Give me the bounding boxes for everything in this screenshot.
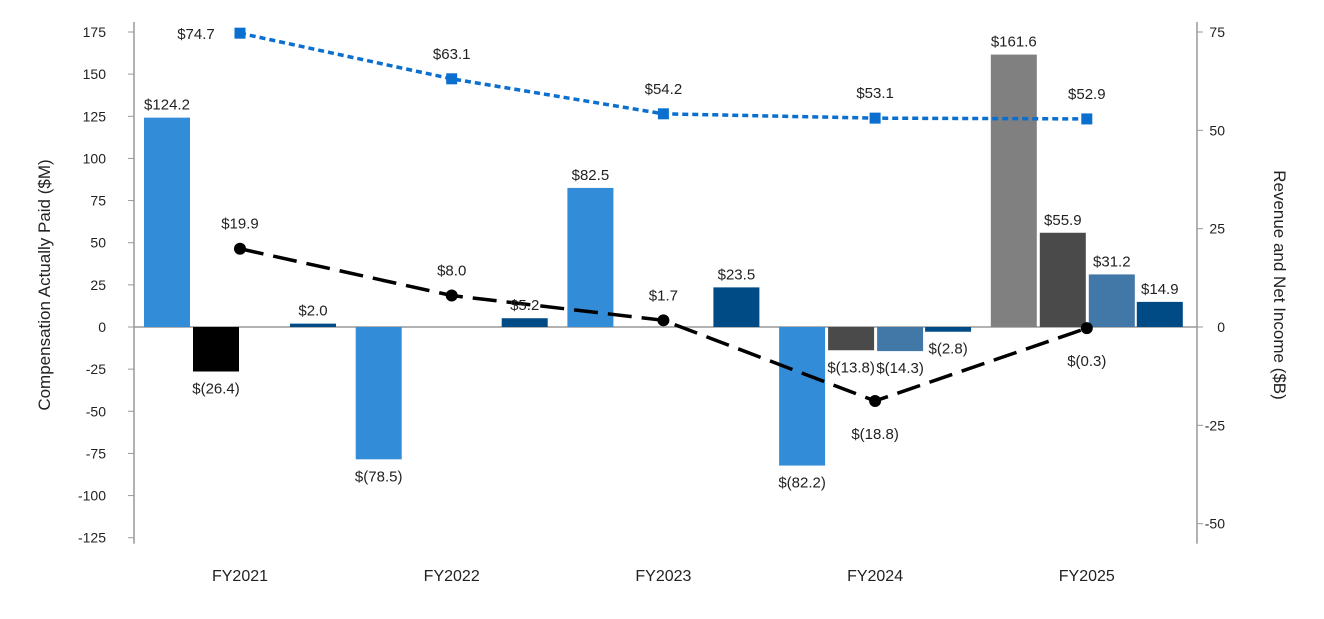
bar	[713, 287, 760, 327]
x-tick-label: FY2021	[212, 568, 268, 585]
x-tick-label: FY2023	[635, 568, 691, 585]
bar-data-label: $(82.2)	[778, 475, 826, 492]
bar	[355, 327, 402, 460]
line-data-label: $74.7	[177, 26, 215, 43]
y-tick-label: 75	[90, 193, 106, 209]
bar	[193, 327, 239, 372]
x-tick-label: FY2025	[1059, 568, 1115, 585]
net-income-marker	[445, 289, 458, 302]
bar	[144, 117, 190, 328]
y2-tick-label: 0	[1217, 319, 1225, 335]
bar-data-label: $14.9	[1141, 281, 1179, 298]
y2-tick-label: 50	[1209, 122, 1225, 138]
line-data-label: $19.9	[221, 216, 259, 233]
bars	[144, 54, 1183, 466]
bar-data-label: $23.5	[718, 266, 756, 283]
y2-tick-label: 75	[1209, 24, 1225, 40]
bar-data-label: $124.2	[144, 97, 190, 114]
revenue-marker	[446, 73, 458, 85]
bar	[925, 327, 972, 332]
y-tick-label: 150	[83, 66, 107, 82]
y-tick-label: 0	[98, 319, 106, 335]
revenue-line	[239, 31, 1087, 121]
bar-data-label: $55.9	[1044, 212, 1082, 229]
line-data-label: $63.1	[433, 46, 471, 63]
y-tick-label: 50	[90, 235, 106, 251]
net-income-marker	[1080, 322, 1093, 335]
bar	[877, 327, 924, 352]
y-tick-label: -100	[78, 488, 106, 504]
revenue-marker	[869, 112, 881, 124]
bar	[1136, 301, 1183, 327]
bar	[828, 327, 875, 351]
line-data-label: $(18.8)	[851, 426, 899, 443]
bar	[990, 54, 1037, 328]
line-data-label: $(0.3)	[1067, 353, 1106, 370]
bar	[779, 327, 826, 466]
y-tick-label: -25	[86, 361, 106, 377]
bar-data-label: $(14.3)	[876, 360, 924, 377]
bar-data-label: $(2.8)	[929, 341, 968, 358]
y-axis-title: Compensation Actually Paid ($M)	[35, 159, 54, 410]
y-tick-label: -75	[86, 445, 106, 461]
bar	[290, 323, 336, 327]
bar-data-label: $(13.8)	[827, 359, 875, 376]
bar-data-label: $82.5	[572, 167, 610, 184]
y-tick-label: 175	[83, 24, 107, 40]
line-data-label: $52.9	[1068, 86, 1106, 103]
x-tick-label: FY2022	[424, 568, 480, 585]
line-data-label: $54.2	[645, 81, 683, 98]
bar-data-label: $31.2	[1093, 253, 1131, 270]
bar	[1088, 274, 1135, 327]
y-tick-label: 125	[83, 108, 107, 124]
bar	[1039, 232, 1086, 327]
y-tick-label: 25	[90, 277, 106, 293]
line-data-label: $1.7	[649, 287, 678, 304]
net-income-marker	[869, 394, 882, 407]
line-data-label: $53.1	[856, 85, 894, 102]
revenue-marker	[234, 27, 246, 39]
revenue-marker	[657, 108, 669, 120]
bar-data-label: $(78.5)	[355, 468, 403, 485]
y2-tick-label: -50	[1205, 516, 1225, 532]
y-tick-label: -125	[78, 530, 106, 546]
net-income-marker	[657, 314, 670, 327]
y2-axis-title: Revenue and Net Income ($B)	[1270, 170, 1289, 400]
y2-tick-label: 25	[1209, 221, 1225, 237]
line-data-label: $8.0	[437, 263, 466, 280]
bar-data-label: $5.2	[510, 297, 539, 314]
bar-data-label: $2.0	[298, 303, 327, 320]
bar	[501, 318, 548, 327]
labels: $124.2 $(78.5) $82.5 $(82.2) $161.6 $(26.4) $(…	[144, 26, 1179, 491]
net-income-marker	[234, 242, 246, 255]
y-tick-label: 100	[83, 150, 107, 166]
y-tick-label: -50	[86, 403, 106, 419]
bar-data-label: $161.6	[991, 34, 1037, 51]
bar-data-label: $(26.4)	[192, 381, 240, 398]
revenue-marker	[1081, 113, 1093, 125]
x-tick-label: FY2024	[847, 568, 903, 585]
bar	[567, 187, 614, 327]
y2-tick-label: -25	[1205, 417, 1225, 433]
lines	[234, 27, 1093, 407]
